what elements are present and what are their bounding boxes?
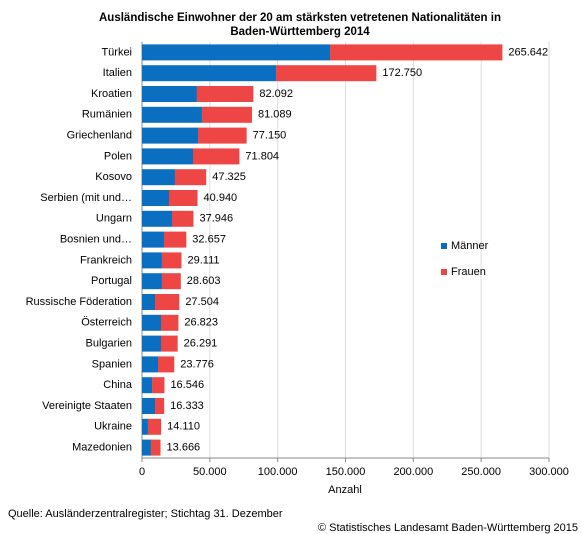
data-label: 29.111 [187,254,219,266]
legend-label: Männer [451,240,489,252]
x-axis-label: Anzahl [328,484,362,496]
data-label: 265.642 [508,46,548,58]
bar-segment [168,190,198,206]
bar-segment [160,314,179,331]
bar-segment [174,169,207,186]
bar-segment [142,231,164,248]
chart-title: Ausländische Einwohner der 20 am stärkst… [99,12,501,24]
bar-segment [142,314,161,331]
data-label: 82.092 [259,88,293,100]
y-tick-label: Portugal [91,275,132,287]
y-tick-label: Österreich [81,317,132,329]
bar-segment [142,169,175,186]
bar-segment [142,439,151,456]
data-label: 26.291 [184,338,218,350]
y-tick-label: Ungarn [96,213,132,225]
x-tick-label: 200.000 [393,466,433,478]
bar-segment [142,252,162,269]
y-tick-label: Ukraine [94,421,132,433]
bar-segment [142,294,156,310]
y-tick-label: Vereinigte Staaten [42,400,132,412]
y-tick-label: Spanien [92,358,132,370]
bar-segment [142,335,161,352]
bar-segment [142,377,153,394]
data-label: 26.823 [184,317,218,329]
y-tick-label: Türkei [101,46,132,58]
bar-segment [142,210,172,227]
x-tick-label: 0 [139,466,145,478]
bar-segment [142,106,202,123]
data-label: 14.110 [167,421,200,433]
bar-segment [161,273,181,290]
data-label: 28.603 [187,275,221,287]
data-label: 23.776 [180,358,214,370]
data-label: 77.150 [253,130,287,142]
bar-segment [161,252,182,269]
bar-segment [142,148,194,165]
x-tick-label: 150.000 [326,466,366,478]
bar-segment [152,377,165,394]
bar-segment [142,273,162,290]
bar-segment [198,127,247,144]
bar-segment [193,148,240,165]
y-tick-label: Serbien (mit und… [40,192,132,204]
bar-segment [155,398,165,414]
x-tick-label: 250.000 [461,466,501,478]
y-tick-label: China [103,379,133,391]
copyright: © Statistisches Landesamt Baden-Württemb… [318,522,578,534]
data-label: 16.333 [170,400,204,412]
legend-swatch [441,269,447,275]
data-label: 47.325 [212,171,246,183]
y-tick-label: Bulgarien [86,338,132,350]
bar-segment [142,127,199,144]
data-label: 40.940 [204,192,238,204]
bar-segment [171,210,194,227]
bar-segment [142,356,159,373]
bar-segment [160,335,178,352]
bar-segment [276,65,377,82]
data-label: 81.089 [258,109,292,121]
data-label: 16.546 [170,379,204,391]
bar-segment [150,439,161,456]
y-tick-label: Russische Föderation [26,296,132,308]
data-label: 32.657 [192,234,226,246]
legend-label: Frauen [451,266,486,278]
bar-segment [155,294,180,310]
bar-segment [330,44,503,61]
y-tick-label: Bosnien und… [60,234,132,246]
bar-segment [142,65,277,82]
legend-swatch [441,243,447,249]
data-label: 27.504 [185,296,219,308]
bar-segment [142,398,156,414]
y-tick-label: Rumänien [82,109,132,121]
bar-segment [163,231,187,248]
y-tick-label: Italien [103,67,132,79]
bar-segment [142,418,148,435]
chart-title: Baden-Württemberg 2014 [230,26,370,38]
y-tick-label: Kroatien [91,88,132,100]
y-tick-label: Kosovo [95,171,132,183]
bar-segment [201,106,253,123]
bar-segment [142,86,197,102]
x-tick-label: 50.000 [193,466,227,478]
data-label: 13.666 [167,442,201,454]
data-label: 37.946 [199,213,233,225]
bar-segment [196,86,254,102]
bar-segment [147,418,162,435]
data-label: 71.804 [245,150,279,162]
y-tick-label: Griechenland [67,130,132,142]
y-tick-label: Frankreich [80,254,132,266]
bar-segment [142,190,169,206]
data-label: 172.750 [382,67,422,79]
y-tick-label: Polen [104,150,132,162]
x-tick-label: 100.000 [258,466,298,478]
y-tick-label: Mazedonien [72,442,132,454]
bar-segment [158,356,175,373]
bar-segment [142,44,331,61]
x-tick-label: 300.000 [529,466,569,478]
source: Quelle: Ausländerzentralregister; Sticht… [8,508,283,520]
